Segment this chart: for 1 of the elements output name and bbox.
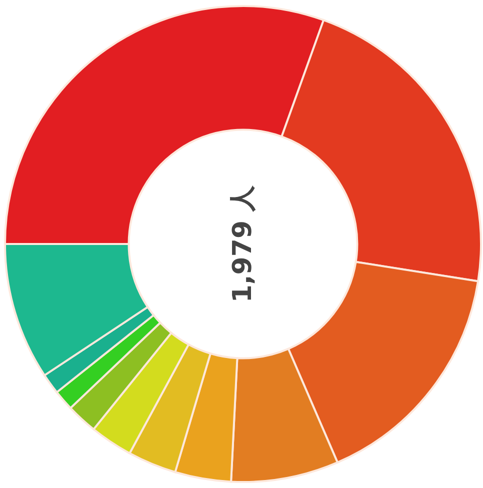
text: 1,979 人 — [228, 184, 258, 303]
